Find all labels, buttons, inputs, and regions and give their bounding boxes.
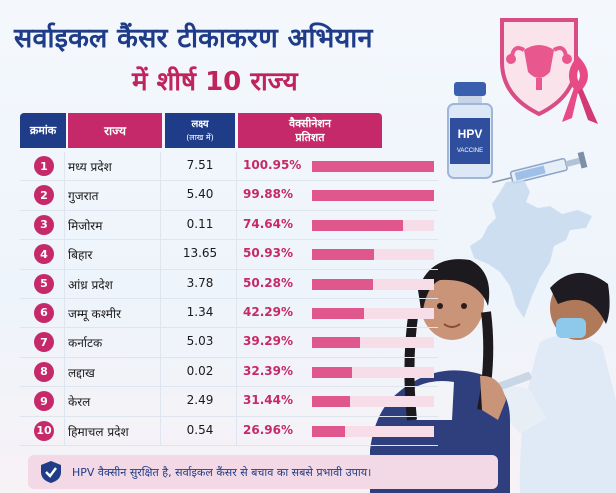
- table-row: 2 गुजरात 5.40 99.88%: [20, 181, 438, 211]
- rank-badge: 7: [34, 332, 54, 353]
- state-name: हिमाचल प्रदेश: [68, 424, 129, 439]
- header-percent: वैक्सीनेशन प्रतिशत: [238, 113, 382, 148]
- state-name: मिजोरम: [68, 218, 103, 233]
- percent-bar: [312, 337, 360, 349]
- header-serial: क्रमांक: [20, 113, 66, 148]
- percent-value: 50.28%: [243, 275, 293, 290]
- state-name: लद्दाख: [68, 365, 95, 380]
- vial-sub: VACCINE: [457, 148, 483, 154]
- rank-badge: 6: [34, 302, 54, 323]
- check-shield-icon: [41, 461, 61, 483]
- percent-bar-track: [312, 161, 434, 172]
- percent-bar-track: [312, 249, 434, 261]
- rank-badge: 4: [34, 244, 54, 265]
- percent-value: 26.96%: [243, 422, 293, 437]
- india-map-icon: [470, 180, 592, 318]
- percent-value: 39.29%: [243, 334, 293, 349]
- vial-brand: HPV: [458, 127, 483, 141]
- rank-badge: 9: [34, 391, 54, 412]
- percent-value: 32.39%: [243, 363, 293, 378]
- percent-bar: [312, 307, 364, 319]
- target-value: 13.65: [182, 246, 218, 261]
- footer-text: HPV वैक्सीन सुरक्षित है, सर्वाइकल कैंसर …: [72, 465, 372, 479]
- page-title: सर्वाइकल कैंसर टीकाकरण अभियान: [14, 23, 373, 54]
- percent-bar-track: [312, 425, 434, 437]
- percent-bar: [312, 278, 374, 290]
- state-name: आंध्र प्रदेश: [68, 277, 113, 292]
- state-name: मध्य प्रदेश: [68, 160, 112, 174]
- state-name: केरल: [68, 395, 91, 410]
- table-row: 3 मिजोरम 0.11 74.64%: [20, 210, 438, 241]
- uterus-shield-icon: [500, 18, 598, 124]
- target-value: 0.02: [186, 363, 214, 378]
- rank-badge: 1: [34, 156, 54, 176]
- pink-ribbon-icon: [562, 55, 598, 124]
- state-name: बिहार: [68, 248, 93, 263]
- header-target-label: लक्ष्य: [191, 118, 209, 130]
- target-value: 1.34: [186, 304, 214, 319]
- percent-value: 100.95%: [243, 158, 302, 172]
- percent-bar: [312, 249, 375, 261]
- percent-value: 74.64%: [243, 216, 293, 231]
- target-value: 5.03: [186, 334, 214, 349]
- header-target-unit: (लाख में): [186, 132, 214, 142]
- percent-bar-track: [312, 278, 434, 290]
- table-row: 4 बिहार 13.65 50.93%: [20, 240, 438, 270]
- percent-bar: [312, 190, 434, 202]
- percent-value: 99.88%: [243, 187, 293, 202]
- percent-value: 31.44%: [243, 393, 293, 408]
- percent-bar: [312, 366, 352, 378]
- table-row: 10 हिमाचल प्रदेश 0.54 26.96%: [20, 416, 438, 446]
- header-state: राज्य: [68, 113, 162, 148]
- table-row: 9 केरल 2.49 31.44%: [20, 387, 438, 417]
- percent-bar: [312, 219, 404, 231]
- table-row: 5 आंध्र प्रदेश 3.78 50.28%: [20, 269, 438, 299]
- rank-badge: 8: [34, 361, 54, 382]
- state-name: गुजरात: [68, 189, 99, 204]
- percent-bar-track: [312, 219, 434, 231]
- percent-bar-track: [312, 396, 434, 408]
- rank-badge: 2: [34, 185, 54, 206]
- footer-banner: HPV वैक्सीन सुरक्षित है, सर्वाइकल कैंसर …: [28, 455, 498, 489]
- table-row: 7 कर्नाटक 5.03 39.29%: [20, 328, 438, 358]
- percent-bar: [312, 425, 345, 437]
- rank-badge: 10: [34, 420, 54, 441]
- header-target: लक्ष्य (लाख में): [165, 113, 235, 148]
- state-name: जम्मू कश्मीर: [68, 306, 121, 321]
- rank-badge: 5: [34, 273, 54, 294]
- percent-bar-track: [312, 190, 434, 202]
- target-value: 0.54: [186, 422, 214, 437]
- percent-value: 42.29%: [243, 304, 293, 319]
- percent-bar-track: [312, 337, 434, 349]
- rank-badge: 3: [34, 214, 54, 235]
- target-value: 2.49: [186, 393, 214, 408]
- percent-bar: [312, 161, 434, 172]
- percent-bar-track: [312, 307, 434, 319]
- header-percent-line1: वैक्सीनेशन: [288, 116, 332, 130]
- percent-bar: [312, 396, 351, 408]
- target-value: 7.51: [186, 158, 214, 172]
- page-subtitle: में शीर्ष 10 राज्य: [132, 67, 298, 97]
- state-name: कर्नाटक: [68, 336, 103, 351]
- percent-bar-track: [312, 366, 434, 378]
- target-value: 3.78: [186, 275, 214, 290]
- percent-value: 50.93%: [243, 246, 293, 261]
- target-value: 5.40: [186, 187, 214, 202]
- vaccine-vial-icon: HPV VACCINE: [447, 82, 493, 179]
- state-table: 1 मध्य प्रदेश 7.51 100.95% 2 गुजरात 5.40…: [20, 152, 438, 446]
- table-row: 1 मध्य प्रदेश 7.51 100.95%: [20, 152, 438, 182]
- header-percent-line2: प्रतिशत: [295, 130, 325, 144]
- table-row: 6 जम्मू कश्मीर 1.34 42.29%: [20, 298, 438, 329]
- table-row: 8 लद्दाख 0.02 32.39%: [20, 357, 438, 388]
- target-value: 0.11: [186, 216, 214, 231]
- syringe-icon: [492, 151, 588, 184]
